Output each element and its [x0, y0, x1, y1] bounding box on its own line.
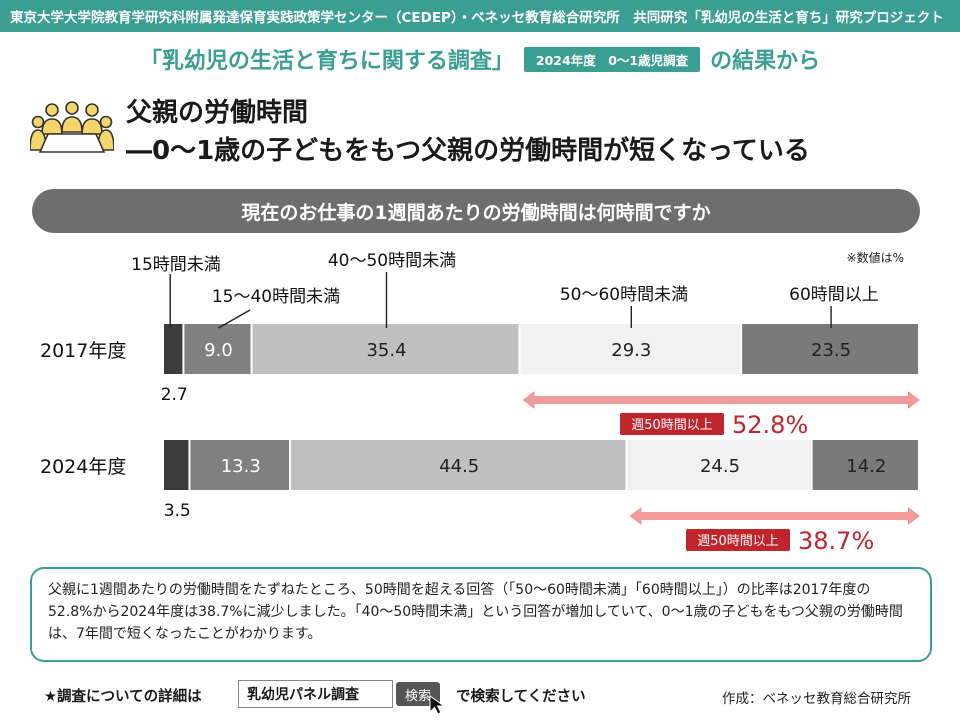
bar-segment: [627, 440, 811, 490]
search-button[interactable]: 検索: [396, 682, 440, 706]
footer-credit: 作成：ベネッセ教育総合研究所: [722, 691, 911, 707]
range-arrow: [629, 507, 920, 525]
legend-leader-line: [218, 309, 251, 329]
data-label: 14.2: [846, 456, 886, 477]
question-bar: 現在のお仕事の1週間あたりの労働時間は何時間ですか: [32, 189, 920, 233]
annotation-label: 週50時間以上: [631, 418, 713, 433]
bar-segment: [252, 324, 519, 374]
annotation-badge: [686, 529, 790, 551]
cursor-arrow-icon: [429, 695, 446, 715]
category-label: 2024年度: [40, 456, 126, 478]
data-label: 35.4: [366, 340, 406, 361]
question-text: 現在のお仕事の1週間あたりの労働時間は何時間ですか: [241, 201, 711, 224]
heading: 父親の労働時間 ―0～1歳の子どもをもつ父親の労働時間が短くなっている: [126, 94, 810, 170]
range-arrow: [522, 391, 920, 409]
summary-text: 父親に1週間あたりの労働時間をたずねたところ、50時間を超える回答（「50～60…: [48, 582, 903, 642]
survey-title-row: 「乳幼児の生活と育ちに関する調査」 2024年度 0～1歳児調査 の結果から: [0, 42, 960, 76]
footer-lead: ★調査についての詳細は: [44, 689, 202, 705]
bar-segment: [520, 324, 741, 374]
bar-segment: [291, 440, 626, 490]
banner-text: 東京大学大学院教育学研究科附属発達保育実践政策学センター（CEDEP）・ベネッセ…: [10, 10, 944, 26]
annotation-label: 週50時間以上: [697, 534, 779, 549]
search-input-value: 乳幼児パネル調査: [247, 687, 359, 703]
survey-badge: 2024年度 0～1歳児調査: [523, 46, 701, 72]
legend-entry: 40～50時間未満: [328, 251, 456, 271]
unit-note: ※数値は%: [847, 250, 904, 265]
bar-segment: [742, 324, 918, 374]
meeting-people-icon: [30, 101, 114, 153]
bar-segment: [164, 324, 183, 374]
annotation-value: 52.8%: [732, 411, 808, 439]
legend-entry: 15～40時間未満: [212, 287, 340, 307]
bar-segment: [164, 440, 189, 490]
page-subtitle: ―0～1歳の子どもをもつ父親の労働時間が短くなっている: [126, 136, 810, 166]
category-label: 2017年度: [40, 340, 126, 362]
footer-trail: で検索してください: [456, 689, 586, 705]
data-label: 23.5: [811, 340, 851, 361]
bar-segment: [184, 324, 251, 374]
bar-segment: [190, 440, 290, 490]
data-label: 2.7: [161, 385, 188, 405]
legend-entry: 50～60時間未満: [560, 285, 688, 305]
legend-entry: 60時間以上: [789, 285, 879, 305]
annotation-value: 38.7%: [798, 527, 874, 555]
summary-box: 父親に1週間あたりの労働時間をたずねたところ、50時間を超える回答（「50～60…: [30, 567, 932, 662]
data-label: 44.5: [439, 456, 479, 477]
data-label: 13.3: [221, 456, 261, 477]
annotation-badge: [620, 413, 724, 435]
page-title: 父親の労働時間: [126, 98, 309, 128]
search-button-label: 検索: [404, 688, 431, 704]
data-label: 3.5: [164, 501, 191, 521]
search-input[interactable]: 乳幼児パネル調査: [238, 680, 393, 708]
data-label: 24.5: [700, 456, 740, 477]
legend-entry: 15時間未満: [131, 255, 221, 275]
data-label: 9.0: [204, 340, 233, 361]
stacked-bar-chart: 2017年度 2.7 9.0 35.4 29.3 23.5 2024年度 3.5 13.3 44.…: [40, 250, 920, 555]
data-label: 29.3: [611, 340, 651, 361]
survey-title: 「乳幼児の生活と育ちに関する調査」: [139, 49, 514, 74]
top-banner: 東京大学大学院教育学研究科附属発達保育実践政策学センター（CEDEP）・ベネッセ…: [0, 0, 960, 32]
bar-segment: [812, 440, 918, 490]
survey-suffix: の結果から: [710, 49, 821, 74]
footer: ★調査についての詳細は 乳幼児パネル調査 検索 で検索してください 作成：ベネッ…: [0, 676, 960, 716]
